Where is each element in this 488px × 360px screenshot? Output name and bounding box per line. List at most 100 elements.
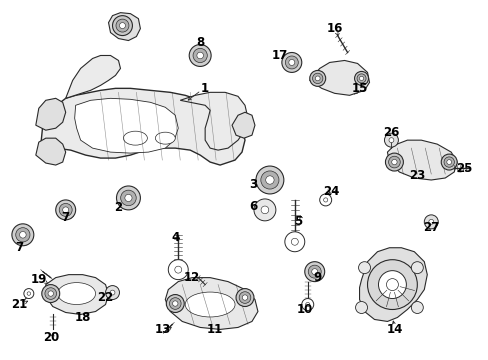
Circle shape: [315, 76, 320, 81]
Text: 1: 1: [201, 82, 209, 95]
Text: 7: 7: [15, 241, 23, 254]
Circle shape: [27, 292, 31, 295]
Circle shape: [388, 138, 393, 143]
Circle shape: [424, 215, 437, 229]
Circle shape: [172, 301, 178, 306]
Text: 10: 10: [296, 303, 312, 316]
Circle shape: [355, 302, 367, 314]
Text: 11: 11: [206, 323, 223, 336]
Polygon shape: [359, 248, 427, 321]
Circle shape: [174, 266, 182, 273]
Circle shape: [288, 59, 294, 66]
Circle shape: [307, 265, 321, 278]
Polygon shape: [41, 88, 244, 165]
Circle shape: [124, 194, 132, 202]
Circle shape: [112, 15, 132, 36]
Circle shape: [255, 166, 283, 194]
Circle shape: [236, 289, 253, 306]
Circle shape: [410, 262, 423, 274]
Text: 12: 12: [183, 271, 200, 284]
Circle shape: [388, 156, 400, 168]
Circle shape: [105, 285, 119, 300]
Polygon shape: [36, 98, 65, 130]
Text: 22: 22: [97, 291, 113, 304]
Circle shape: [189, 45, 211, 67]
Circle shape: [281, 53, 301, 72]
Text: 2: 2: [114, 201, 122, 215]
Polygon shape: [232, 112, 254, 138]
Polygon shape: [165, 278, 258, 329]
Circle shape: [309, 71, 325, 86]
Text: 4: 4: [171, 231, 179, 244]
Polygon shape: [65, 55, 120, 98]
Text: 19: 19: [31, 273, 47, 286]
Text: 24: 24: [323, 185, 339, 198]
Circle shape: [440, 154, 456, 170]
Circle shape: [443, 157, 453, 167]
Circle shape: [311, 269, 317, 275]
Ellipse shape: [58, 283, 95, 305]
Circle shape: [45, 288, 57, 300]
Circle shape: [312, 73, 322, 84]
Circle shape: [358, 262, 370, 274]
Text: 26: 26: [383, 126, 399, 139]
Circle shape: [265, 176, 274, 184]
Text: 20: 20: [42, 331, 59, 344]
Circle shape: [304, 262, 324, 282]
Circle shape: [428, 219, 433, 224]
Text: 8: 8: [196, 36, 204, 49]
Circle shape: [169, 298, 181, 309]
Circle shape: [116, 186, 140, 210]
Circle shape: [385, 153, 403, 171]
Circle shape: [59, 203, 72, 216]
Polygon shape: [309, 60, 369, 95]
Circle shape: [116, 19, 129, 32]
Circle shape: [291, 238, 298, 245]
Circle shape: [378, 271, 406, 298]
Polygon shape: [180, 92, 247, 150]
Text: 25: 25: [455, 162, 471, 175]
Circle shape: [359, 76, 363, 81]
Text: 15: 15: [351, 82, 367, 95]
Circle shape: [121, 190, 136, 206]
Circle shape: [410, 302, 423, 314]
Text: 9: 9: [313, 271, 321, 284]
Text: 18: 18: [74, 311, 91, 324]
Circle shape: [56, 200, 76, 220]
Polygon shape: [108, 13, 140, 41]
Ellipse shape: [123, 131, 147, 145]
Circle shape: [12, 224, 34, 246]
Circle shape: [168, 260, 188, 280]
Circle shape: [285, 232, 304, 252]
Text: 3: 3: [248, 179, 257, 192]
Text: 5: 5: [293, 215, 301, 228]
Text: 27: 27: [422, 221, 439, 234]
Circle shape: [166, 294, 184, 312]
Circle shape: [197, 52, 203, 59]
Circle shape: [285, 56, 298, 69]
Polygon shape: [36, 138, 65, 165]
Text: 13: 13: [154, 323, 170, 336]
Circle shape: [446, 160, 451, 165]
Circle shape: [193, 48, 207, 63]
Polygon shape: [75, 98, 178, 153]
Circle shape: [260, 171, 278, 189]
Circle shape: [62, 207, 68, 213]
Text: 16: 16: [326, 22, 342, 35]
Circle shape: [319, 194, 331, 206]
Text: 23: 23: [408, 168, 425, 181]
Text: 6: 6: [248, 201, 257, 213]
Circle shape: [261, 206, 268, 214]
Circle shape: [41, 285, 60, 302]
Ellipse shape: [155, 132, 175, 144]
Text: 17: 17: [271, 49, 287, 62]
Circle shape: [119, 23, 125, 28]
Circle shape: [305, 302, 309, 307]
Circle shape: [48, 291, 53, 296]
Circle shape: [20, 231, 26, 238]
Circle shape: [24, 289, 34, 298]
Circle shape: [354, 71, 368, 85]
Circle shape: [239, 292, 250, 303]
Polygon shape: [386, 140, 456, 180]
Circle shape: [386, 279, 398, 291]
